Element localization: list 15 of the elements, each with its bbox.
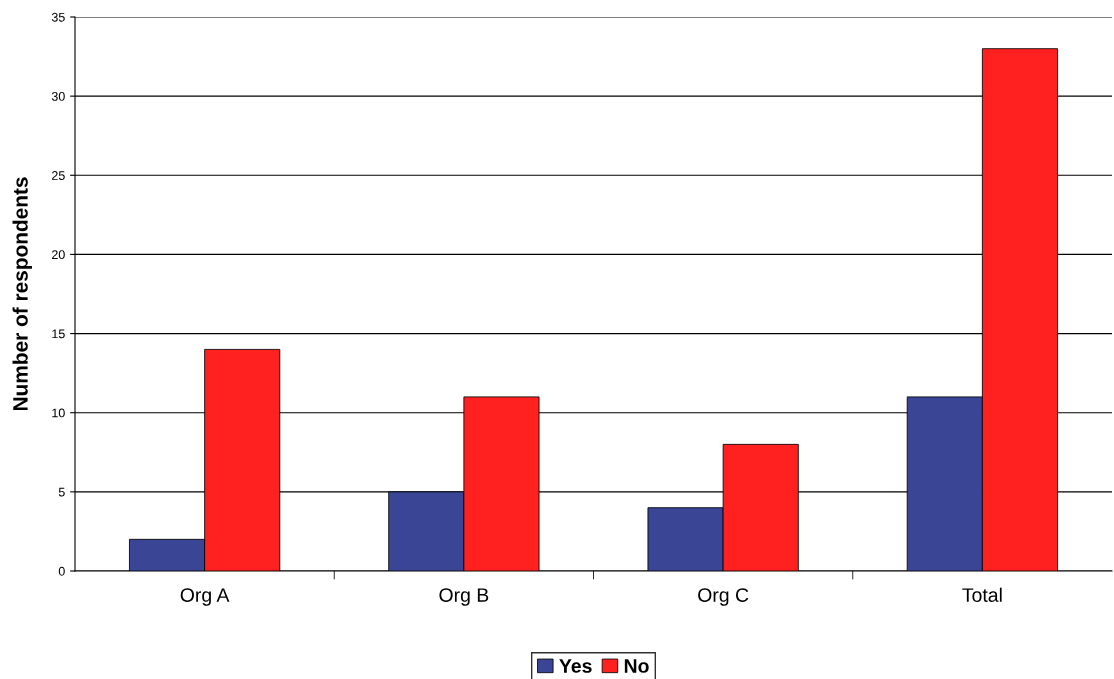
y-axis-title: Number of respondents xyxy=(12,177,32,411)
x-tick-label: Org B xyxy=(439,588,489,606)
x-tick-label: Total xyxy=(962,587,1002,602)
legend-label: Yes xyxy=(559,659,592,673)
x-tick-label: Org C xyxy=(698,588,749,606)
y-tick-label: 20 xyxy=(52,250,65,260)
y-tick-label: 25 xyxy=(52,171,65,180)
y-tick-label: 30 xyxy=(51,91,65,101)
x-tick-label: Org A xyxy=(180,588,230,606)
legend-label: No xyxy=(624,659,649,673)
y-tick-label: 5 xyxy=(58,487,65,497)
y-tick-label: 10 xyxy=(52,408,65,418)
y-tick-label: 0 xyxy=(58,566,65,576)
y-tick-label: 35 xyxy=(51,12,65,22)
y-tick-label: 15 xyxy=(52,329,65,339)
